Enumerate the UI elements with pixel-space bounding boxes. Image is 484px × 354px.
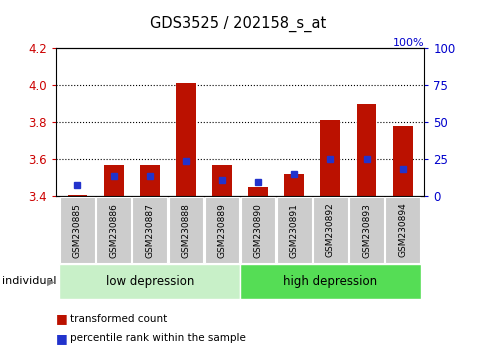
Bar <box>276 197 311 263</box>
Bar <box>96 197 131 263</box>
Text: individual: individual <box>2 276 57 286</box>
Bar <box>212 165 231 196</box>
Text: GSM230892: GSM230892 <box>325 203 334 257</box>
Text: GDS3525 / 202158_s_at: GDS3525 / 202158_s_at <box>149 16 325 32</box>
Bar <box>132 197 166 263</box>
Bar <box>104 165 123 196</box>
Text: GSM230889: GSM230889 <box>217 202 226 258</box>
Bar <box>248 187 268 196</box>
Bar <box>385 197 419 263</box>
Text: ■: ■ <box>56 312 67 325</box>
Bar <box>356 104 376 196</box>
Bar <box>168 197 203 263</box>
Bar <box>240 264 420 299</box>
Text: 100%: 100% <box>392 38 424 48</box>
Text: high depression: high depression <box>283 275 377 288</box>
Text: GSM230885: GSM230885 <box>73 202 82 258</box>
Text: ▶: ▶ <box>47 276 54 286</box>
Text: GSM230890: GSM230890 <box>253 202 262 258</box>
Text: GSM230893: GSM230893 <box>362 202 370 258</box>
Text: GSM230886: GSM230886 <box>109 202 118 258</box>
Bar <box>284 174 303 196</box>
Bar <box>240 197 275 263</box>
Text: GSM230894: GSM230894 <box>397 203 407 257</box>
Bar <box>320 120 340 196</box>
Bar <box>59 264 240 299</box>
Text: percentile rank within the sample: percentile rank within the sample <box>70 333 246 343</box>
Bar <box>139 165 159 196</box>
Text: GSM230891: GSM230891 <box>289 202 298 258</box>
Text: ■: ■ <box>56 332 67 344</box>
Bar <box>348 197 383 263</box>
Bar <box>67 195 87 196</box>
Bar <box>313 197 347 263</box>
Bar <box>60 197 94 263</box>
Bar <box>204 197 239 263</box>
Text: transformed count: transformed count <box>70 314 167 324</box>
Bar <box>392 126 412 196</box>
Bar <box>176 83 196 196</box>
Text: GSM230888: GSM230888 <box>181 202 190 258</box>
Text: low depression: low depression <box>106 275 194 288</box>
Text: GSM230887: GSM230887 <box>145 202 154 258</box>
